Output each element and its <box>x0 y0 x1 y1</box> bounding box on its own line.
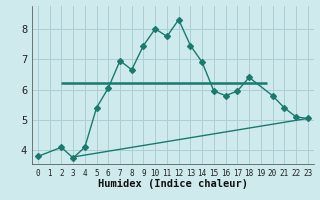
X-axis label: Humidex (Indice chaleur): Humidex (Indice chaleur) <box>98 179 248 189</box>
